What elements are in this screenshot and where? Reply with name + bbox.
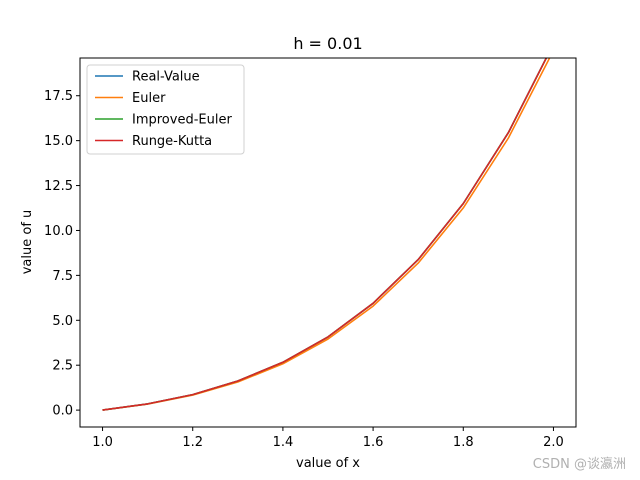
legend-label: Real-Value — [132, 70, 200, 85]
series-line-runge-kutta — [102, 58, 548, 411]
y-tick-label: 15.0 — [44, 134, 73, 149]
y-tick-label: 17.5 — [44, 89, 73, 104]
series-layer — [102, 58, 551, 411]
axes-frame — [79, 57, 577, 428]
y-axis-label: value of u — [20, 210, 35, 275]
y-tick-label: 10.0 — [44, 224, 73, 239]
x-tick-label: 1.6 — [363, 435, 384, 450]
chart-title: h = 0.01 — [293, 34, 362, 53]
x-tick-label: 1.2 — [182, 435, 203, 450]
x-tick-label: 1.4 — [273, 435, 294, 450]
plot-area — [79, 57, 577, 428]
legend-label: Euler — [132, 91, 166, 106]
legend-label: Runge-Kutta — [132, 134, 212, 149]
y-tick-label: 2.5 — [52, 359, 73, 374]
legend: Real-Value Euler Improved-Euler Runge-Kutta — [86, 64, 245, 155]
x-axis-label: value of x — [296, 456, 360, 471]
x-tick-label: 1.0 — [92, 435, 113, 450]
legend-label: Improved-Euler — [132, 113, 232, 128]
x-tick-label: 2.0 — [543, 435, 564, 450]
legend-box — [86, 64, 245, 155]
watermark-text: CSDN @谈瀛洲 — [533, 456, 626, 472]
y-axis: 0.0 2.5 5.0 7.5 10.0 12.5 15.0 17.5 — [44, 89, 80, 419]
y-tick-label: 12.5 — [44, 179, 73, 194]
y-tick-label: 7.5 — [52, 269, 73, 284]
y-tick-label: 5.0 — [52, 314, 73, 329]
x-tick-label: 1.8 — [453, 435, 474, 450]
y-tick-label: 0.0 — [52, 404, 73, 419]
x-axis: 1.0 1.2 1.4 1.6 1.8 2.0 — [92, 427, 564, 450]
